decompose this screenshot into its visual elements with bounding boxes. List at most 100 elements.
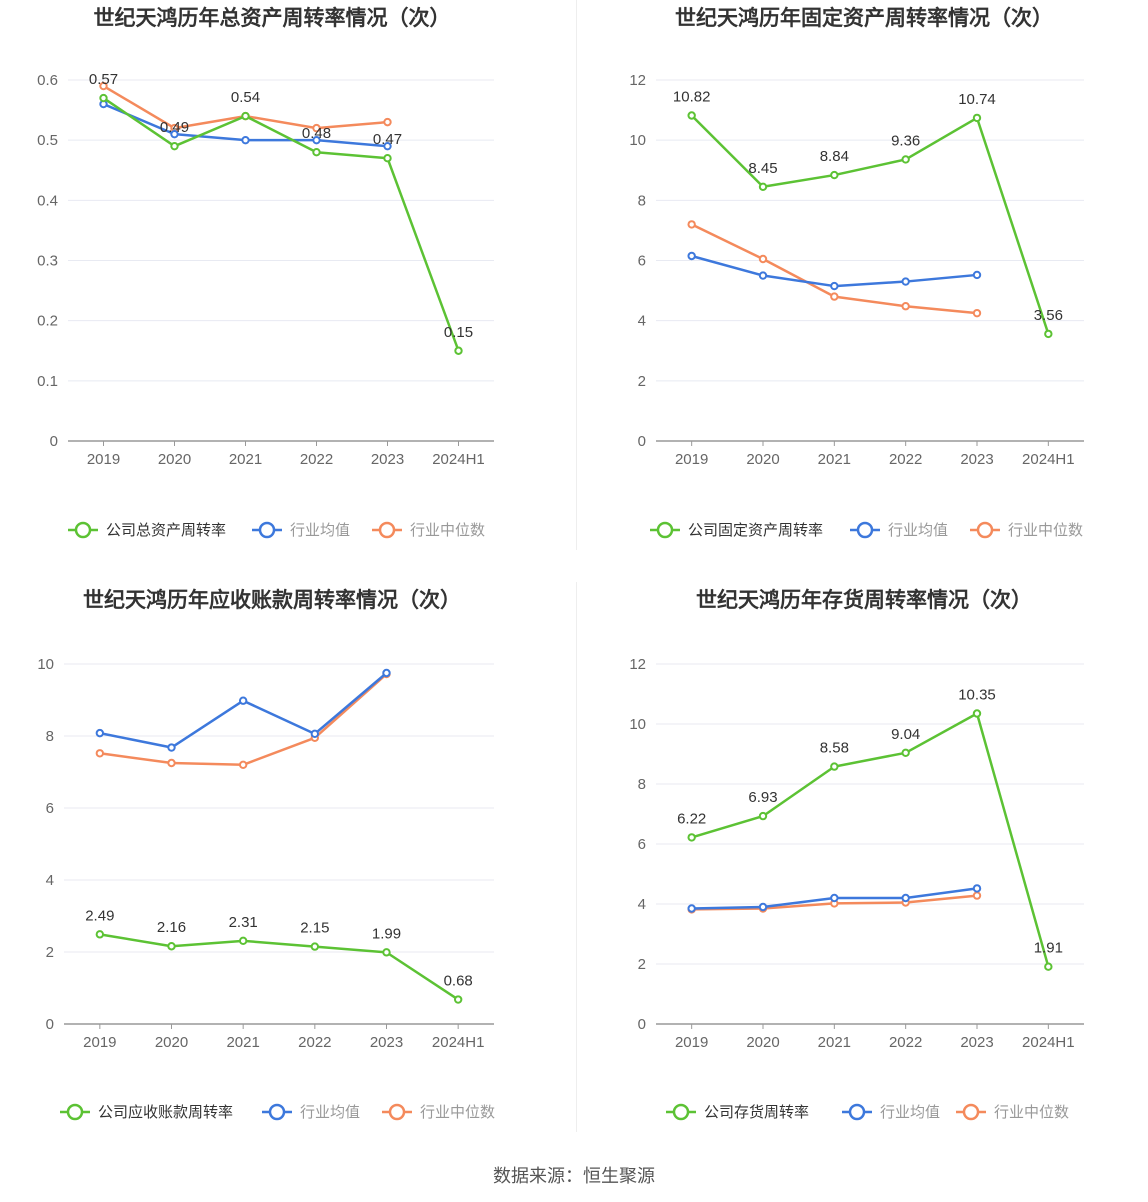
data-point-median[interactable] [901,302,910,311]
legend-item-avg[interactable]: 行业均值 [850,521,948,539]
legend-label: 行业中位数 [994,1104,1069,1121]
data-point-company[interactable] [972,113,982,123]
data-point-company[interactable] [830,762,839,771]
y-tick-label: 0 [50,433,58,450]
x-tick-label: 2021 [818,451,851,468]
x-tick-label: 2019 [87,451,120,468]
legend-item-median[interactable]: 行业中位数 [956,1103,1069,1121]
legend-label: 公司固定资产周转率 [688,522,823,539]
legend-item-company[interactable]: 公司存货周转率 [666,1103,809,1121]
legend-item-avg[interactable]: 行业均值 [842,1103,940,1121]
data-point-company[interactable] [1044,962,1053,971]
data-point-avg[interactable] [238,696,248,705]
data-point-company[interactable] [901,155,910,164]
data-label: 0.15 [444,324,473,341]
data-point-median[interactable] [830,292,839,301]
y-tick-label: 2 [46,944,54,961]
data-point-avg[interactable] [901,277,910,286]
data-point-median[interactable] [167,758,176,768]
legend-item-median[interactable]: 行业中位数 [970,521,1083,539]
legend-marker [66,1103,84,1121]
data-point-company[interactable] [454,346,463,355]
y-tick-label: 0.6 [37,72,58,89]
legend-marker [378,521,396,539]
legend-marker [856,521,874,539]
series-line-company [99,933,459,1001]
data-point-median[interactable] [383,117,392,127]
data-point-company[interactable] [383,154,392,163]
data-point-avg[interactable] [758,271,768,280]
data-point-company[interactable] [901,748,910,758]
y-tick-label: 0 [46,1016,54,1033]
data-point-company[interactable] [99,93,108,103]
data-point-median[interactable] [972,308,982,318]
data-label: 3.56 [1034,307,1063,324]
data-point-company[interactable] [167,942,176,951]
legend-item-avg[interactable]: 行业均值 [252,521,350,539]
data-point-avg[interactable] [241,135,250,145]
data-label: 0.47 [373,131,402,148]
legend-item-company[interactable]: 公司应收账款周转率 [60,1103,233,1121]
data-point-company[interactable] [238,936,248,946]
legend-label: 公司存货周转率 [704,1104,809,1121]
data-point-company[interactable] [170,141,179,151]
data-point-avg[interactable] [687,904,696,913]
data-label: 8.84 [820,148,849,165]
data-label: 9.36 [891,132,920,149]
legend-marker [258,521,276,539]
data-point-company[interactable] [312,148,321,157]
legend-marker [962,1103,980,1121]
data-point-company[interactable] [453,995,463,1004]
data-point-company[interactable] [687,111,696,120]
data-point-company[interactable] [830,170,839,180]
y-tick-label: 6 [638,836,646,853]
data-point-company[interactable] [687,833,696,842]
legend-label: 行业均值 [888,522,948,539]
panel-divider [576,582,577,1132]
data-point-median[interactable] [99,81,108,91]
y-tick-label: 0.1 [37,373,58,390]
data-point-avg[interactable] [310,729,320,739]
data-point-company[interactable] [758,811,768,821]
data-point-avg[interactable] [95,728,105,738]
data-point-avg[interactable] [167,743,176,752]
x-tick-label: 2021 [229,451,262,468]
legend-item-company[interactable]: 公司总资产周转率 [68,521,226,539]
data-point-company[interactable] [1044,329,1053,339]
data-point-median[interactable] [238,760,248,770]
data-point-median[interactable] [687,220,696,229]
legend-marker [74,521,92,539]
data-point-avg[interactable] [972,270,982,280]
data-point-company[interactable] [382,948,391,957]
data-point-avg[interactable] [312,135,321,145]
data-point-avg[interactable] [830,281,839,291]
data-point-median[interactable] [758,254,768,264]
data-point-company[interactable] [758,182,768,191]
data-point-avg[interactable] [901,893,910,903]
legend-item-company[interactable]: 公司固定资产周转率 [650,521,823,539]
data-point-median[interactable] [312,123,321,133]
data-point-company[interactable] [972,709,982,718]
data-point-avg[interactable] [170,129,179,139]
legend-marker [268,1103,286,1121]
legend-item-median[interactable]: 行业中位数 [372,521,485,539]
data-point-avg[interactable] [382,668,391,678]
data-point-avg[interactable] [972,884,982,893]
data-point-avg[interactable] [383,141,392,151]
y-tick-label: 0.5 [37,132,58,149]
legend-label: 公司应收账款周转率 [98,1103,233,1121]
data-point-company[interactable] [310,942,320,951]
data-point-avg[interactable] [758,902,768,912]
data-point-company[interactable] [95,930,105,939]
y-tick-label: 4 [638,313,646,330]
data-point-median[interactable] [95,749,105,758]
chart-title: 世纪天鸿历年应收账款周转率情况（次） [83,588,461,612]
data-point-avg[interactable] [687,251,696,261]
legend-item-median[interactable]: 行业中位数 [382,1103,495,1121]
data-point-median[interactable] [972,891,982,900]
data-point-company[interactable] [241,111,250,121]
series-line-company [690,114,1050,335]
legend-item-avg[interactable]: 行业均值 [262,1103,360,1121]
chart-title: 世纪天鸿历年存货周转率情况（次） [696,588,1032,612]
data-point-avg[interactable] [830,893,839,903]
